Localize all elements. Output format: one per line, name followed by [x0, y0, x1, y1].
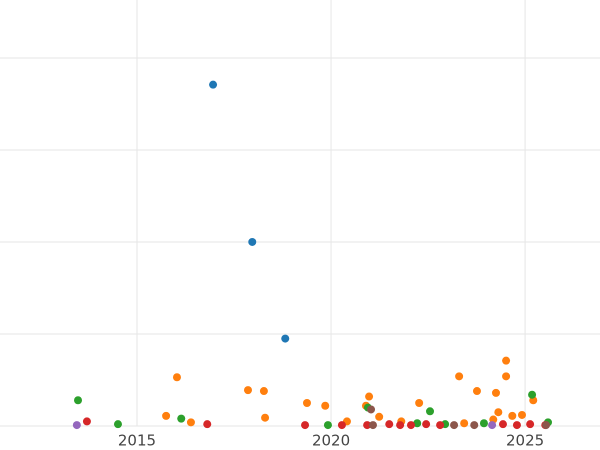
x-tick-label: 2025	[506, 432, 544, 450]
point	[261, 413, 270, 422]
point	[470, 421, 479, 430]
point	[281, 334, 290, 343]
point	[426, 407, 435, 416]
point	[526, 420, 535, 429]
point	[508, 411, 517, 420]
point	[528, 390, 537, 399]
point	[396, 421, 405, 430]
point	[491, 388, 500, 397]
point	[368, 421, 377, 430]
point	[162, 411, 171, 420]
point	[177, 414, 186, 423]
point	[172, 373, 181, 382]
point	[186, 418, 195, 427]
point	[72, 421, 81, 430]
point	[498, 420, 507, 429]
point	[113, 420, 122, 429]
point	[385, 420, 394, 429]
point	[479, 419, 488, 428]
point	[517, 410, 526, 419]
point	[472, 387, 481, 396]
point	[209, 80, 218, 89]
point	[82, 417, 91, 426]
point	[542, 421, 551, 430]
point	[74, 396, 83, 405]
point	[450, 421, 459, 430]
point	[321, 401, 330, 410]
point	[375, 412, 384, 421]
point	[455, 372, 464, 381]
point	[248, 237, 257, 246]
point	[323, 421, 332, 430]
point	[243, 386, 252, 395]
point	[365, 392, 374, 401]
point	[363, 421, 372, 430]
x-tick-label: 2015	[118, 432, 156, 450]
point	[301, 421, 310, 430]
point	[460, 419, 469, 428]
point	[302, 398, 311, 407]
x-tick-label: 2020	[312, 432, 350, 450]
point	[259, 387, 268, 396]
point	[203, 420, 212, 429]
point	[367, 405, 376, 414]
point	[422, 420, 431, 429]
point	[512, 421, 521, 430]
point	[436, 421, 445, 430]
point	[494, 408, 503, 417]
point	[488, 421, 497, 430]
point	[337, 421, 346, 430]
point	[502, 372, 511, 381]
point	[413, 419, 422, 428]
point	[502, 356, 511, 365]
point	[415, 398, 424, 407]
point	[406, 421, 415, 430]
